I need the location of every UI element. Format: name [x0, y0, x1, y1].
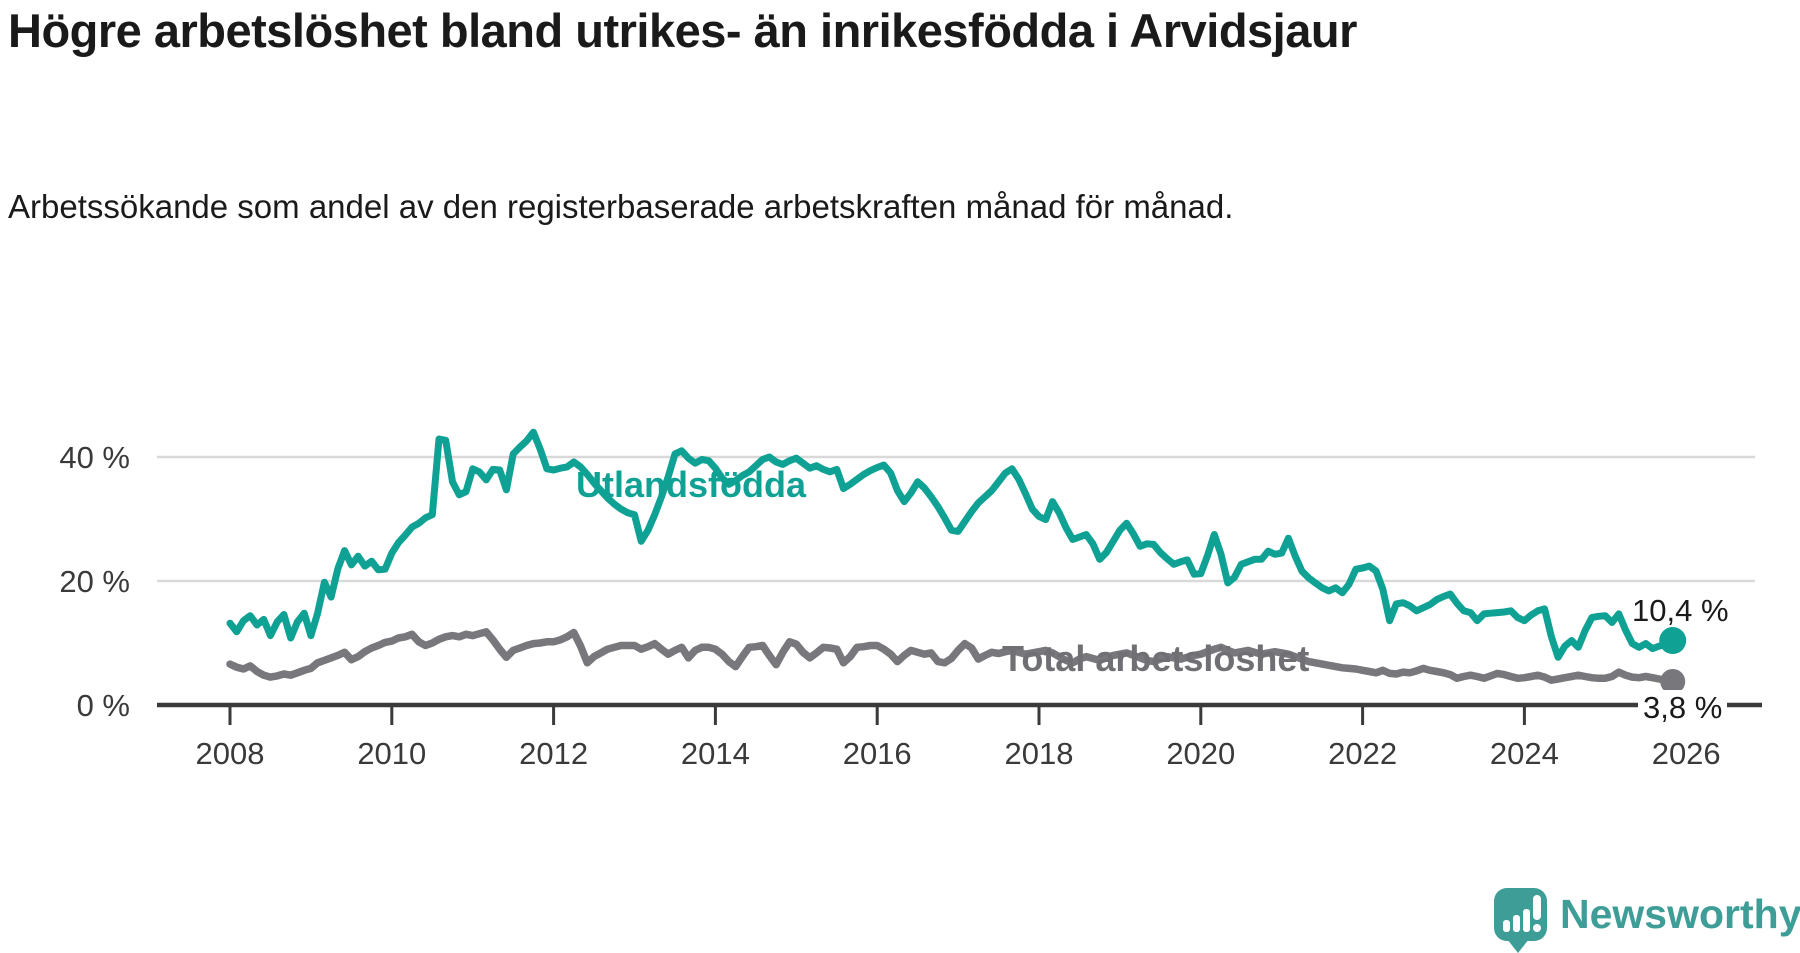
series-line-utlandsfodda	[226, 428, 1677, 661]
y-axis-label-20: 20 %	[59, 564, 130, 599]
x-axis-label-2016: 2016	[843, 736, 912, 771]
x-axis-label-2014: 2014	[681, 736, 750, 771]
series-line-total	[226, 628, 1677, 686]
bar-chart-icon	[1503, 895, 1541, 932]
speech-bubble-tail	[1507, 939, 1529, 953]
newsworthy-logo-text: Newsworthy	[1560, 891, 1800, 937]
end-value-label-utlandsfodda: 10,4 %	[1632, 593, 1729, 628]
x-axis-label-2024: 2024	[1490, 736, 1559, 771]
exclamation-icon	[1533, 895, 1541, 932]
y-axis-label-40: 40 %	[59, 440, 130, 475]
y-axis-label-0: 0 %	[77, 688, 130, 723]
series-end-dot-utlandsfodda	[1659, 627, 1687, 655]
x-axis-label-2020: 2020	[1166, 736, 1235, 771]
x-axis-label-2008: 2008	[196, 736, 265, 771]
x-axis-label-2022: 2022	[1328, 736, 1397, 771]
x-axis-label-2018: 2018	[1005, 736, 1074, 771]
newsworthy-logo-icon	[1494, 888, 1547, 953]
series-end-dot-total	[1660, 668, 1686, 694]
page-title: Högre arbetslöshet bland utrikes- än inr…	[8, 4, 1357, 57]
series-label-total-arbetsloshet: Total arbetslöshet	[1002, 638, 1310, 679]
page-subtitle: Arbetssökande som andel av den registerb…	[8, 188, 1234, 225]
x-axis-label-2012: 2012	[519, 736, 588, 771]
series-label-utlandsfodda: Utlandsfödda	[576, 464, 806, 505]
x-axis-label-2026: 2026	[1652, 736, 1721, 771]
x-axis-label-2010: 2010	[357, 736, 426, 771]
end-value-label-total: 3,8 %	[1638, 690, 1728, 726]
newsworthy-logo: Newsworthy	[1494, 888, 1800, 953]
